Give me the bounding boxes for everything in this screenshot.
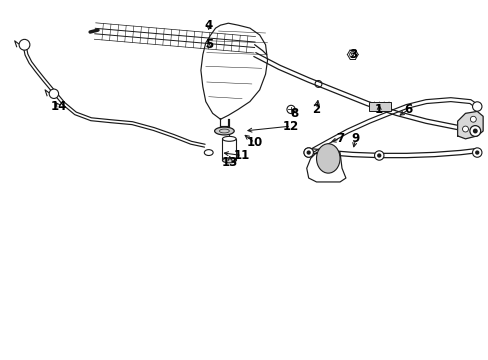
Circle shape xyxy=(306,150,310,155)
Circle shape xyxy=(469,126,480,136)
Circle shape xyxy=(376,153,381,158)
Circle shape xyxy=(472,129,477,134)
Circle shape xyxy=(474,150,478,155)
Ellipse shape xyxy=(316,144,339,173)
Text: 9: 9 xyxy=(351,132,359,145)
Text: 4: 4 xyxy=(204,19,212,32)
Text: 5: 5 xyxy=(204,38,212,51)
Text: 10: 10 xyxy=(246,136,263,149)
Text: 14: 14 xyxy=(50,100,67,113)
Circle shape xyxy=(49,89,59,99)
Circle shape xyxy=(304,148,313,157)
Text: 8: 8 xyxy=(289,107,298,120)
Circle shape xyxy=(471,102,481,111)
Circle shape xyxy=(19,39,30,50)
Circle shape xyxy=(374,151,383,160)
Ellipse shape xyxy=(222,136,236,141)
Circle shape xyxy=(471,148,481,157)
Text: 12: 12 xyxy=(283,120,299,132)
Text: 7: 7 xyxy=(335,132,344,145)
Circle shape xyxy=(462,126,468,132)
Ellipse shape xyxy=(214,127,234,135)
Text: 11: 11 xyxy=(233,149,250,162)
Circle shape xyxy=(304,148,313,157)
Text: 6: 6 xyxy=(404,103,412,116)
Ellipse shape xyxy=(222,158,236,163)
Circle shape xyxy=(469,116,475,122)
Ellipse shape xyxy=(204,150,213,156)
Bar xyxy=(369,102,390,111)
Text: 2: 2 xyxy=(312,103,320,116)
Bar xyxy=(222,139,236,161)
Text: 3: 3 xyxy=(348,48,356,61)
Polygon shape xyxy=(457,111,482,139)
Text: 1: 1 xyxy=(374,103,383,116)
Text: 13: 13 xyxy=(222,156,238,169)
